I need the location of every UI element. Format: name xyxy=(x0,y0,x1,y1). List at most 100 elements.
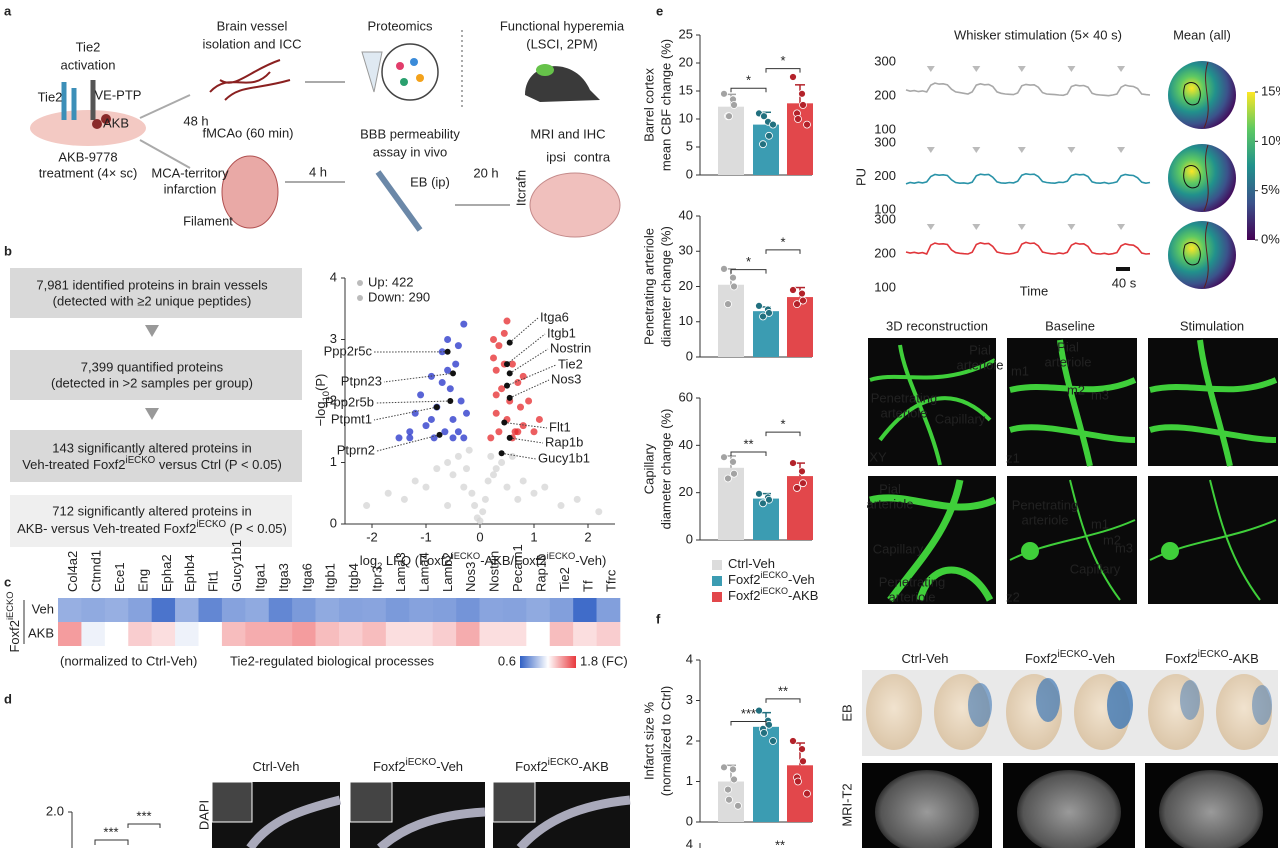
data-point xyxy=(769,737,777,745)
label: infarction xyxy=(164,181,217,196)
gene-label: Ppp2r5b xyxy=(325,394,374,409)
schematic xyxy=(30,30,621,238)
label: 5 xyxy=(686,138,693,153)
heat-cell xyxy=(292,622,316,646)
text-part: -AKB xyxy=(788,588,818,603)
label: 10 xyxy=(679,110,693,125)
legend-swatch xyxy=(712,576,722,586)
label: 200 xyxy=(874,87,896,102)
label: Time xyxy=(1020,283,1048,298)
gene-label: Itga6 xyxy=(540,309,569,324)
point xyxy=(492,366,500,374)
heat-cell xyxy=(456,622,480,646)
label: BBB permeability xyxy=(360,126,460,141)
heat-cell xyxy=(175,598,199,622)
heat-cell xyxy=(245,622,270,646)
label: 300 xyxy=(874,211,896,226)
point xyxy=(503,483,511,491)
heat-cell xyxy=(409,622,433,646)
data-point xyxy=(799,757,807,766)
label: (detected in >2 samples per group) xyxy=(51,375,253,390)
legend-swatch xyxy=(357,280,363,286)
text-part: -Veh) xyxy=(575,553,606,568)
image-label: arteriole xyxy=(867,496,914,511)
label: MCA-territory xyxy=(151,165,229,180)
column-label: Tfrc xyxy=(604,569,619,592)
text-part: iECKO xyxy=(126,455,156,466)
point xyxy=(495,342,503,350)
label: MRI-T2 xyxy=(839,783,854,826)
text-part: versus Ctrl (P < 0.05) xyxy=(155,457,282,472)
outline xyxy=(1203,221,1209,289)
significance: * xyxy=(780,234,785,249)
heat-cell xyxy=(104,598,129,622)
trace-line xyxy=(905,241,1151,256)
column-label: Tf xyxy=(580,580,595,592)
data-point xyxy=(798,89,806,98)
data-point xyxy=(793,484,801,492)
heat-cell xyxy=(502,622,527,646)
image-label: arteriole xyxy=(957,357,1004,372)
point xyxy=(508,452,516,460)
outline xyxy=(1183,242,1201,266)
label: 0% xyxy=(1261,231,1280,246)
label: Baseline xyxy=(1045,318,1095,333)
text-part: iECKO xyxy=(1198,649,1229,660)
point xyxy=(433,465,441,473)
point xyxy=(484,477,492,485)
data-point xyxy=(755,489,763,498)
point xyxy=(519,422,527,430)
point xyxy=(457,397,465,405)
label: Filament xyxy=(183,213,233,228)
outline xyxy=(1183,165,1201,189)
heat-cell xyxy=(292,598,316,622)
sig-bracket xyxy=(730,721,767,726)
label: 15 xyxy=(679,82,693,97)
heat-cell xyxy=(479,598,504,622)
text-part: iECKO xyxy=(761,570,789,580)
gene-label: Ptpn23 xyxy=(341,373,382,388)
label: 1.8 (FC) xyxy=(580,653,628,668)
bar xyxy=(753,124,779,175)
image-label: Capillary xyxy=(873,541,924,556)
label: Functional hyperemia xyxy=(500,18,625,33)
label: 100 xyxy=(874,121,896,136)
label: (detected with ≥2 unique peptides) xyxy=(53,293,252,308)
text-part: Ctrl-Veh xyxy=(728,556,775,571)
label: log2 LFQ (Foxf2iECKO-AKB/Foxf2iECKO-Veh) xyxy=(360,551,607,571)
image-label: Penetrating xyxy=(871,390,938,405)
text-part: Foxf2 xyxy=(7,620,22,653)
label: 0 xyxy=(686,531,693,546)
column-label: Itga1 xyxy=(252,563,267,592)
sig-bracket xyxy=(765,698,801,703)
heat-cell xyxy=(151,622,176,646)
label: 1 xyxy=(330,454,337,469)
image-label: z2 xyxy=(1006,589,1020,604)
data-point xyxy=(798,467,806,476)
image-label: m3 xyxy=(1115,540,1133,555)
text-part: -Veh xyxy=(788,572,815,587)
gene-label: Ptprn2 xyxy=(337,442,375,457)
leader-line xyxy=(509,348,549,374)
label: 30 xyxy=(679,243,693,258)
legend-label: Ctrl-Veh xyxy=(728,556,775,571)
heat-cell xyxy=(245,598,270,622)
data-point xyxy=(725,112,733,121)
text-part: AKB- versus Veh-treated Foxf2 xyxy=(17,521,196,536)
label: DAPI xyxy=(196,800,211,830)
heat-cell xyxy=(58,598,82,622)
data-point xyxy=(799,296,807,305)
heat-cell xyxy=(479,622,504,646)
point xyxy=(463,409,470,417)
column-label: Ece1 xyxy=(112,562,127,592)
label: Foxf2iECKO-Veh xyxy=(373,757,463,774)
label: 1 xyxy=(530,529,537,544)
image-label: Pial xyxy=(969,342,991,357)
point xyxy=(504,382,510,389)
label: 3 xyxy=(686,692,693,707)
label: 0 xyxy=(330,515,337,530)
label: isolation and ICC xyxy=(203,36,302,51)
column-label: Rap1b xyxy=(533,554,548,592)
text-part: Foxf2 xyxy=(515,759,548,774)
text-part: (P) xyxy=(313,374,328,391)
